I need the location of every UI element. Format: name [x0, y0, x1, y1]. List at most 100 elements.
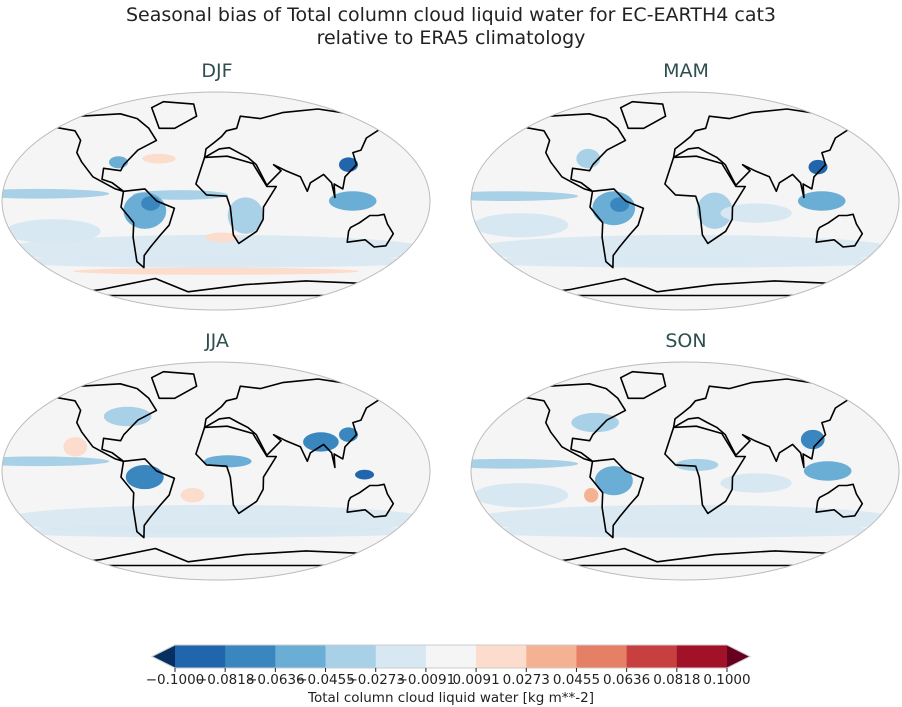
bias-region [180, 487, 205, 503]
bias-region [303, 432, 339, 452]
colorbar-bin [576, 645, 628, 668]
bias-region [471, 525, 899, 538]
map-jja [1, 361, 431, 581]
figure-title-line2: relative to ERA5 climatology [316, 27, 586, 49]
colorbar-bin [626, 645, 678, 668]
colorbar-tick-label: 0.0273 [502, 672, 550, 688]
bias-region [720, 473, 792, 493]
colorbar-tick-label: 0.0818 [653, 672, 701, 688]
coastline [515, 113, 627, 193]
map-outline [470, 361, 900, 581]
colorbar-bin [375, 645, 427, 668]
colorbar-tick-label: −0.1000 [145, 672, 205, 688]
colorbar-bin [425, 645, 477, 668]
colorbar-tick-label: 0.0455 [552, 672, 601, 688]
bias-region [73, 267, 359, 275]
figure-title-line1: Seasonal bias of Total column cloud liqu… [125, 4, 777, 26]
coastline [589, 188, 645, 269]
bias-region [800, 429, 825, 450]
colorbar-extend-low [152, 645, 175, 668]
colorbar-bin [275, 645, 327, 668]
bias-region [471, 191, 579, 201]
bias-region [808, 159, 828, 175]
bias-region [675, 458, 719, 472]
colorbar-bin [325, 645, 377, 668]
coastline [346, 213, 395, 248]
bias-region [803, 461, 852, 481]
bias-region [720, 203, 792, 223]
bias-region [142, 153, 176, 164]
map-outline [1, 361, 431, 581]
coastline [203, 378, 396, 469]
map-mam [470, 91, 900, 311]
coastline [815, 213, 864, 248]
colorbar-bin [526, 645, 577, 668]
panel-title-son: SON [665, 330, 707, 352]
colorbar-tick-label: −0.0636 [246, 672, 305, 688]
bias-region [328, 191, 377, 211]
map-son [470, 361, 900, 581]
bias-region [576, 148, 601, 169]
bias-region [103, 406, 152, 427]
coastline [619, 370, 667, 400]
bias-region [797, 191, 846, 211]
colorbar-bin [225, 645, 276, 668]
coastline [664, 425, 747, 515]
bias-region [571, 412, 619, 433]
coastline [46, 113, 158, 193]
coastline [346, 483, 395, 518]
coastline [589, 458, 645, 539]
coastline [120, 188, 176, 269]
colorbar-bin [676, 645, 728, 668]
colorbar-extend-high [727, 645, 750, 668]
colorbar-tick-label: −0.0455 [296, 672, 355, 688]
bias-region [205, 232, 239, 243]
panel-title-djf: DJF [201, 60, 233, 82]
colorbar-tick-label: −0.0091 [396, 672, 456, 688]
bias-region [696, 192, 733, 229]
coastline [195, 155, 278, 245]
coastline [46, 383, 158, 463]
bias-region [2, 255, 430, 268]
map-djf [1, 91, 431, 311]
colorbar [150, 644, 752, 672]
coastline [150, 100, 198, 130]
bias-region [471, 255, 899, 268]
colorbar-tick-label: 0.0091 [452, 672, 500, 688]
coastline [195, 425, 278, 515]
bias-region [473, 483, 569, 508]
colorbar-label: Total column cloud liquid water [kg m**-… [308, 690, 594, 706]
bias-region [227, 197, 264, 234]
coastline [672, 378, 865, 469]
colorbar-bin [476, 645, 527, 668]
panel-title-mam: MAM [663, 60, 709, 82]
bias-region [471, 458, 579, 469]
coastline [672, 108, 865, 199]
bias-region [610, 197, 630, 212]
map-outline [1, 91, 431, 311]
bias-region [5, 219, 101, 244]
bias-region [204, 455, 252, 468]
coastline [515, 383, 627, 463]
coastline [150, 370, 198, 400]
map-outline [470, 91, 900, 311]
colorbar-tick-label: −0.0818 [195, 672, 255, 688]
bias-region [584, 487, 599, 503]
panel-title-jja: JJA [205, 330, 229, 352]
coastline [120, 458, 176, 539]
coastline [664, 155, 747, 245]
bias-region [473, 213, 569, 238]
colorbar-tick-label: 0.0636 [603, 672, 651, 688]
bias-region [594, 466, 633, 496]
colorbar-tick-label: −0.0273 [346, 672, 405, 688]
coastline [619, 100, 667, 130]
colorbar-bin [175, 645, 226, 668]
coastline [815, 483, 864, 518]
bias-region [63, 437, 88, 457]
coastline [203, 108, 396, 199]
colorbar-tick-label: 0.1000 [703, 672, 751, 688]
bias-region [355, 469, 375, 480]
bias-region [125, 464, 164, 490]
bias-region [141, 196, 161, 211]
